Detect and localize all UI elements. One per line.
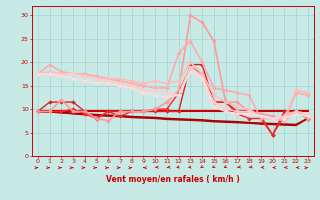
X-axis label: Vent moyen/en rafales ( km/h ): Vent moyen/en rafales ( km/h ) [106, 175, 240, 184]
